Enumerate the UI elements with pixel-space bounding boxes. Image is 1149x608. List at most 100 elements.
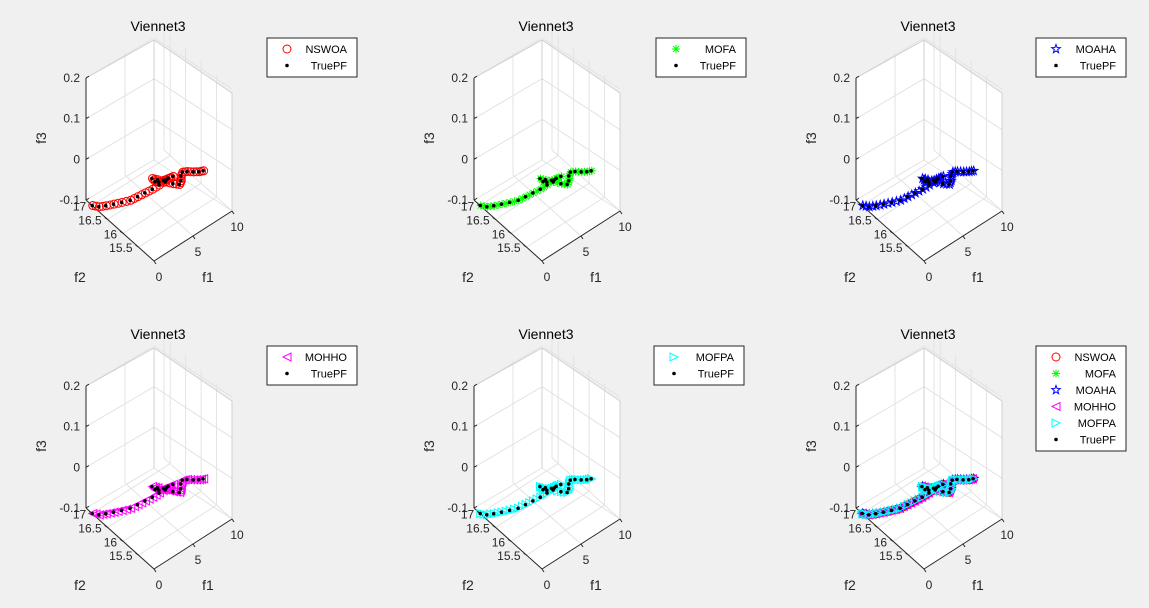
data-point — [482, 509, 493, 520]
data-point — [554, 484, 558, 489]
data-point — [947, 182, 951, 187]
grid-line — [855, 467, 925, 509]
grid-line — [163, 457, 233, 520]
data-point — [920, 491, 929, 500]
legend-label: TruePF — [700, 61, 737, 73]
back-wall-right — [924, 40, 1002, 211]
z-tick — [855, 116, 860, 120]
f2-tick — [119, 230, 124, 234]
legend-label: TruePF — [1080, 61, 1117, 73]
grid-line — [85, 386, 155, 428]
data-point — [486, 202, 495, 211]
data-point — [889, 508, 894, 513]
f2-axis-line — [85, 507, 155, 570]
box-edge — [541, 39, 621, 94]
data-point — [191, 474, 202, 485]
data-point — [898, 506, 902, 511]
grid-line — [923, 159, 1003, 212]
f1-tick-label: 0 — [156, 578, 163, 592]
grid-line — [473, 426, 543, 468]
data-point — [558, 174, 563, 179]
f1-tick-label: 0 — [156, 270, 163, 284]
f1-tick — [962, 543, 966, 548]
data-point — [558, 482, 563, 487]
data-point — [564, 178, 573, 187]
grid-line — [541, 345, 621, 398]
legend-marker — [1052, 369, 1060, 378]
legend-label: MOAHA — [1076, 385, 1117, 397]
data-point — [961, 170, 965, 174]
data-point — [510, 197, 519, 206]
f1-axis-label: f1 — [202, 269, 214, 285]
data-point — [925, 177, 930, 182]
legend-label: NSWOA — [305, 44, 347, 56]
data-point — [950, 478, 955, 482]
legend-label: NSWOA — [1074, 352, 1116, 364]
data-point — [556, 486, 567, 497]
grid-line — [923, 37, 1003, 90]
data-point — [866, 512, 871, 517]
data-point — [894, 194, 907, 206]
data-point — [555, 173, 564, 182]
z-tick — [855, 157, 860, 160]
data-point — [478, 203, 482, 208]
f2-tick-label: 16.5 — [78, 213, 102, 227]
legend-marker — [281, 352, 292, 362]
z-axis-label: f3 — [421, 440, 437, 452]
z-tick-label: 0.2 — [451, 71, 468, 85]
box-edge — [855, 39, 925, 79]
data-point — [889, 200, 894, 205]
f2-tick — [874, 524, 878, 528]
data-point — [866, 204, 871, 209]
data-point — [554, 176, 558, 181]
f2-tick-label: 17 — [843, 508, 857, 522]
data-point — [201, 168, 205, 173]
f2-tick — [135, 244, 139, 248]
z-tick-label: -0.1 — [829, 193, 850, 207]
data-point — [566, 482, 571, 486]
data-point — [166, 176, 170, 181]
back-wall-right — [154, 348, 232, 519]
data-point — [936, 484, 940, 489]
f2-tick-label: 17 — [843, 200, 857, 214]
f2-tick-label: 17 — [461, 200, 475, 214]
grid-line — [124, 174, 194, 237]
f2-tick-label: 16 — [492, 535, 506, 549]
legend: MOHHO TruePF — [266, 345, 358, 386]
grid-line — [473, 118, 543, 160]
f2-tick — [523, 244, 527, 248]
legend-marker — [1050, 43, 1062, 54]
back-wall-right — [154, 40, 232, 211]
z-tick-label: -0.1 — [59, 501, 80, 515]
legend-marker — [1050, 401, 1061, 412]
data-point — [579, 478, 583, 482]
data-point — [545, 491, 549, 495]
f1-axis-label: f1 — [590, 577, 602, 593]
data-point — [143, 191, 147, 195]
data-point — [948, 486, 953, 491]
data-point — [543, 177, 548, 182]
grid-line — [923, 386, 1003, 439]
data-point — [870, 199, 883, 211]
back-wall-left — [474, 40, 542, 200]
z-tick-label: -0.1 — [447, 193, 468, 207]
z-tick-label: 0.1 — [63, 420, 80, 434]
data-point — [174, 487, 185, 498]
data-point — [563, 487, 573, 498]
f2-tick — [119, 538, 124, 542]
grid-line — [541, 118, 621, 171]
legend-marker — [1054, 63, 1058, 68]
data-point — [178, 486, 183, 491]
data-point — [566, 174, 571, 178]
grid-line — [541, 467, 621, 520]
f2-tick — [135, 552, 139, 556]
series-truepf — [90, 476, 205, 517]
f1-tick — [580, 235, 584, 240]
f2-tick — [905, 552, 909, 556]
data-point — [938, 486, 949, 497]
grid-line — [479, 463, 559, 514]
z-axis-label: f3 — [421, 132, 437, 144]
f1-tick-label: 0 — [544, 270, 551, 284]
